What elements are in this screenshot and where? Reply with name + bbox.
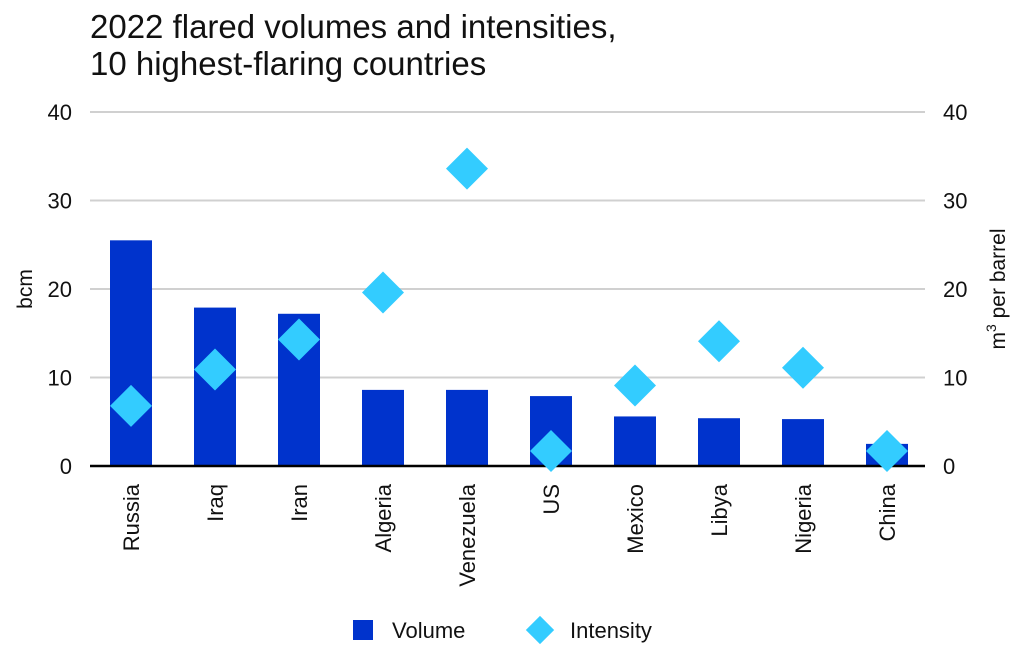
right-axis-ticks: 0 10 20 30 40 [943, 100, 967, 479]
volume-bars [110, 240, 908, 466]
right-axis-label-base: m [987, 332, 1010, 350]
marker-algeria [362, 271, 404, 314]
category-label-us: US [539, 484, 564, 515]
right-axis-label-superscript: 3 [983, 324, 999, 332]
marker-iran [278, 318, 320, 361]
marker-nigeria [782, 346, 824, 389]
category-label-china: China [875, 483, 900, 541]
bar-libya [698, 418, 740, 466]
intensity-markers [110, 147, 908, 472]
legend-intensity-label: Intensity [570, 618, 652, 643]
left-tick-label: 40 [48, 100, 72, 125]
right-axis-label-rest: per barrel [987, 228, 1010, 324]
left-axis-label: bcm [14, 269, 37, 309]
marker-libya [698, 320, 740, 363]
bar-nigeria [782, 419, 824, 466]
marker-china [866, 429, 908, 472]
right-tick-label: 0 [943, 454, 955, 479]
right-tick-label: 20 [943, 277, 967, 302]
legend-volume-swatch [353, 620, 373, 640]
legend-volume-label: Volume [392, 618, 465, 643]
category-label-algeria: Algeria [371, 483, 396, 552]
chart-title: 2022 flared volumes and intensities, 10 … [90, 8, 617, 82]
category-label-venezuela: Venezuela [455, 483, 480, 587]
category-label-nigeria: Nigeria [791, 483, 816, 553]
chart-title-line-1: 2022 flared volumes and intensities, [90, 8, 617, 45]
category-labels: Russia Iraq Iran Algeria Venezuela US Mexico Li… [119, 483, 900, 587]
marker-venezuela [446, 147, 488, 190]
bar-algeria [362, 389, 404, 466]
category-label-mexico: Mexico [623, 484, 648, 554]
category-label-iran: Iran [287, 484, 312, 522]
chart-title-line-2: 10 highest-flaring countries [90, 45, 487, 82]
left-tick-label: 0 [60, 454, 72, 479]
category-label-iraq: Iraq [203, 484, 228, 522]
legend: Volume Intensity [353, 615, 652, 645]
left-tick-label: 10 [48, 366, 72, 391]
category-label-libya: Libya [707, 483, 732, 536]
left-tick-label: 20 [48, 277, 72, 302]
category-label-russia: Russia [119, 483, 144, 551]
left-axis-ticks: 0 10 20 30 40 [48, 100, 72, 479]
left-tick-label: 30 [48, 189, 72, 214]
marker-russia [110, 384, 152, 427]
right-tick-label: 40 [943, 100, 967, 125]
right-axis-label: m3 per barrel [983, 228, 1010, 349]
legend-intensity-swatch [525, 615, 555, 645]
bar-mexico [614, 416, 656, 466]
bar-russia [110, 240, 152, 466]
right-tick-label: 30 [943, 189, 967, 214]
marker-us [530, 429, 572, 472]
marker-mexico [614, 364, 656, 407]
right-tick-label: 10 [943, 366, 967, 391]
marker-iraq [194, 348, 236, 391]
bar-venezuela [446, 389, 488, 466]
